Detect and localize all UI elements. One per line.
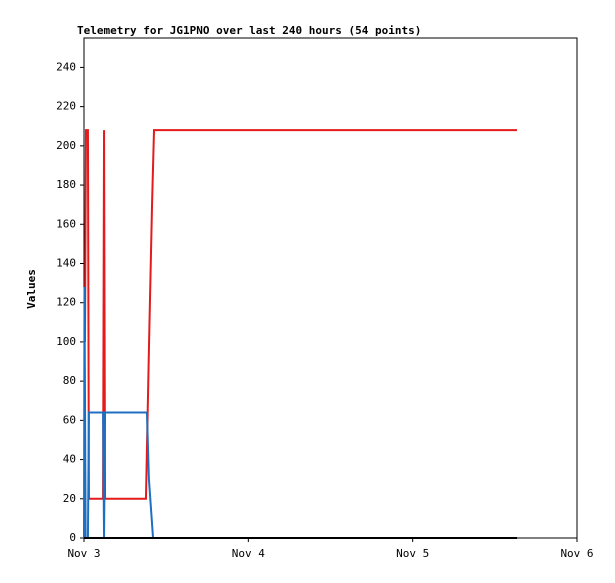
y-tick-label: 40 [63, 453, 76, 466]
x-tick-label: Nov 6 [560, 547, 593, 560]
y-tick-label: 0 [69, 531, 76, 544]
series-line [83, 129, 518, 500]
y-tick-label: 200 [56, 139, 76, 152]
y-tick-label: 120 [56, 296, 76, 309]
x-tick-label: Nov 3 [67, 547, 100, 560]
chart-title: Telemetry for JG1PNO over last 240 hours… [77, 24, 421, 37]
y-tick-label: 140 [56, 256, 76, 269]
y-tick-label: 220 [56, 100, 76, 113]
x-tick-label: Nov 5 [396, 547, 429, 560]
y-tick-label: 160 [56, 217, 76, 230]
y-tick-label: 100 [56, 335, 76, 348]
y-tick-label: 180 [56, 178, 76, 191]
y-axis-label: Values [25, 269, 38, 309]
x-tick-label: Nov 4 [232, 547, 265, 560]
y-tick-label: 80 [63, 374, 76, 387]
y-tick-label: 60 [63, 413, 76, 426]
y-tick-label: 240 [56, 60, 76, 73]
y-tick-label: 20 [63, 492, 76, 505]
series-line [83, 287, 518, 539]
